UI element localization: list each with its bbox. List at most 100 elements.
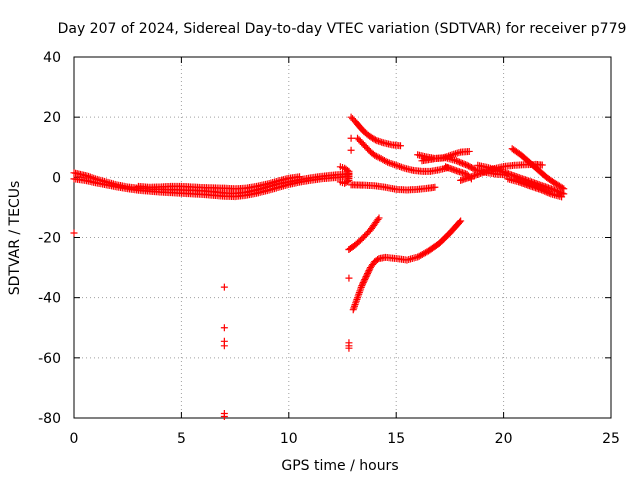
series-track-e <box>347 113 404 150</box>
data-point <box>220 283 228 291</box>
chart-title: Day 207 of 2024, Sidereal Day-to-day VTE… <box>58 21 627 37</box>
data-point <box>376 154 384 162</box>
data-point <box>345 246 353 254</box>
data-point <box>538 186 546 194</box>
data-point <box>220 342 228 350</box>
y-tick-label: -40 <box>38 291 61 307</box>
data-point <box>355 289 363 297</box>
data-point <box>542 188 550 196</box>
data-point <box>394 162 402 170</box>
y-tick-label: -20 <box>38 231 61 247</box>
data-point <box>352 297 360 305</box>
data-point <box>465 147 473 155</box>
data-point <box>460 160 468 168</box>
data-point <box>544 189 552 197</box>
data-point <box>458 159 466 167</box>
series-track-d <box>336 163 353 187</box>
data-point <box>360 277 368 285</box>
series-track-c <box>134 173 304 193</box>
data-point <box>384 158 392 166</box>
y-tick-label: -60 <box>38 351 61 367</box>
y-tick-label: 20 <box>43 110 61 126</box>
data-point <box>347 146 355 154</box>
series-track-g <box>347 181 439 194</box>
data-point <box>417 251 425 259</box>
data-point <box>352 299 360 307</box>
series-track-i <box>345 214 383 254</box>
data-point <box>353 295 361 303</box>
data-point <box>414 253 422 261</box>
data-point <box>359 280 367 288</box>
data-point <box>389 160 397 168</box>
data-point <box>374 153 382 161</box>
series-track-o <box>508 145 568 193</box>
data-point <box>350 304 358 312</box>
data-point <box>358 282 366 290</box>
data-point <box>418 250 426 258</box>
x-tick-label: 5 <box>177 431 186 447</box>
data-point <box>365 267 373 275</box>
data-point <box>345 274 353 282</box>
data-point <box>354 294 362 302</box>
data-point <box>457 159 465 167</box>
data-point <box>560 185 568 193</box>
data-point <box>357 285 365 293</box>
data-point <box>361 276 369 284</box>
data-point <box>421 249 429 257</box>
data-point <box>536 185 544 193</box>
data-point <box>399 164 407 172</box>
data-point <box>396 163 404 171</box>
x-axis-title: GPS time / hours <box>281 458 398 474</box>
data-point <box>462 161 470 169</box>
series-outliers <box>70 134 355 420</box>
data-point <box>347 134 355 142</box>
data-point <box>372 152 380 160</box>
data-point <box>538 161 546 169</box>
data-point <box>397 163 405 171</box>
data-point <box>356 287 364 295</box>
y-tick-label: 0 <box>52 170 61 186</box>
data-point <box>349 306 357 314</box>
data-point <box>558 184 566 192</box>
axis-ticks: 0 5 10 15 20 25 -80 -60 -40 -20 0 20 40 <box>38 50 620 447</box>
data-points <box>70 113 568 420</box>
data-point <box>382 157 390 165</box>
data-point <box>70 229 78 237</box>
data-point <box>385 159 393 167</box>
data-point <box>350 302 358 310</box>
grid-lines <box>74 57 611 418</box>
data-point <box>470 165 478 173</box>
data-point <box>431 183 439 191</box>
data-point <box>457 217 465 225</box>
data-point <box>390 161 398 169</box>
data-point <box>371 151 379 159</box>
data-point <box>336 178 344 186</box>
data-point <box>454 157 462 165</box>
data-point <box>452 157 460 165</box>
data-point <box>355 290 363 298</box>
x-tick-label: 20 <box>495 431 513 447</box>
data-point <box>387 159 395 167</box>
data-point <box>396 142 404 150</box>
data-point <box>392 161 400 169</box>
y-tick-label: 40 <box>43 50 61 66</box>
data-point <box>374 215 382 223</box>
x-tick-label: 15 <box>387 431 405 447</box>
data-point <box>420 250 428 258</box>
data-point <box>364 270 372 278</box>
x-tick-label: 10 <box>280 431 298 447</box>
x-tick-label: 25 <box>602 431 620 447</box>
data-point <box>456 218 464 226</box>
data-point <box>351 301 359 309</box>
series-track-f <box>354 134 452 175</box>
data-point <box>296 173 304 181</box>
data-point <box>455 158 463 166</box>
series-track-b <box>70 172 353 201</box>
data-point <box>345 344 353 352</box>
data-point <box>545 189 553 197</box>
series-track-h <box>349 217 465 314</box>
data-point <box>558 193 566 201</box>
data-point <box>541 187 549 195</box>
data-point <box>357 283 365 291</box>
